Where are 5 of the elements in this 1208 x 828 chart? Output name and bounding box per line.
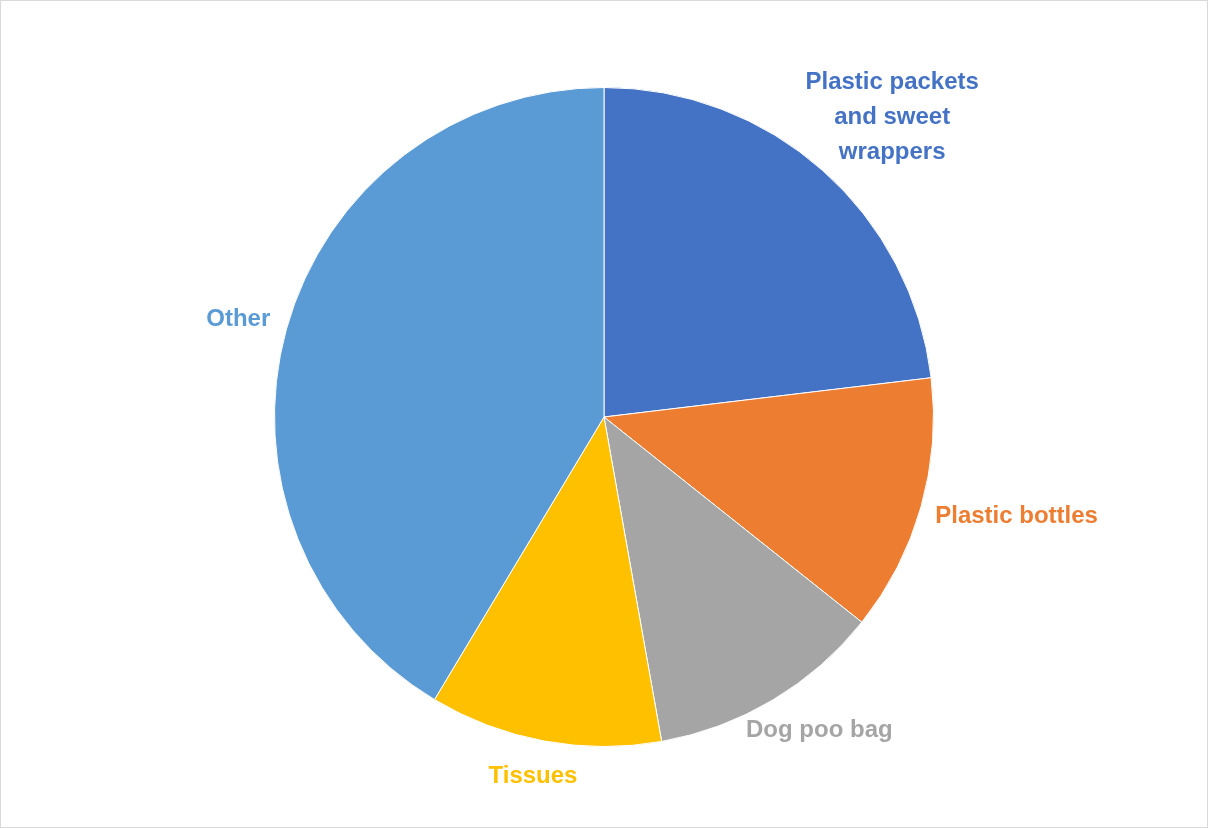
slice-label: Tissues [488, 760, 578, 788]
slice-label: Dog poo bag [746, 715, 893, 743]
slice-label: Other [206, 304, 271, 332]
slice-label: Plastic packets and sweet wrappers [805, 67, 979, 165]
slice-label: Plastic bottles [935, 501, 1098, 529]
